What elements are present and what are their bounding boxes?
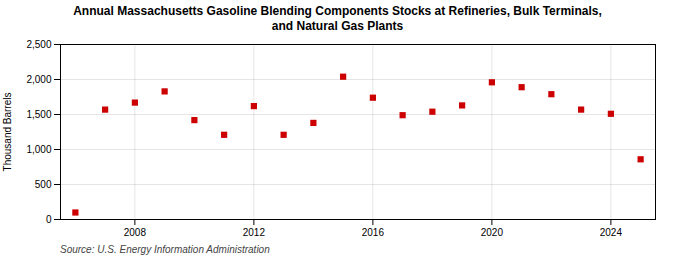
svg-text:2,000: 2,000 <box>26 74 51 85</box>
svg-text:2012: 2012 <box>243 227 266 238</box>
svg-text:0: 0 <box>46 214 52 225</box>
svg-text:2016: 2016 <box>362 227 385 238</box>
html-text:Annual Massachusetts Gasoline: Annual Massachusetts Gasoline Blending C… <box>73 4 602 33</box>
svg-text:2020: 2020 <box>481 227 504 238</box>
html-text:Source: U.S. Energy Informatio: Source: U.S. Energy Information Administ… <box>60 244 270 255</box>
svg-text:2,500: 2,500 <box>26 39 51 50</box>
svg-text:Thousand Barrels: Thousand Barrels <box>2 93 13 172</box>
svg-text:2024: 2024 <box>600 227 623 238</box>
svg-text:500: 500 <box>35 179 52 190</box>
svg-text:1,000: 1,000 <box>26 144 51 155</box>
svg-text:1,500: 1,500 <box>26 109 51 120</box>
svg-text:2008: 2008 <box>124 227 147 238</box>
